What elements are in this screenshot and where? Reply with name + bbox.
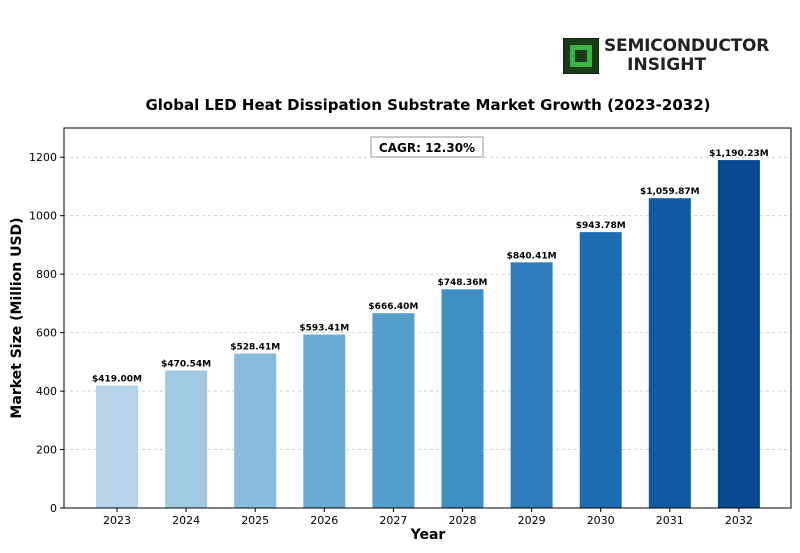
bar-value-label: $1,190.23M [709, 149, 769, 159]
bar [717, 160, 760, 508]
bar-value-label: $1,059.87M [640, 187, 700, 197]
cagr-box-frame [370, 136, 484, 158]
y-tick-label: 400 [36, 385, 57, 398]
bar-value-label: $666.40M [368, 302, 418, 312]
bar-value-label: $943.78M [576, 221, 626, 231]
x-tick-label: 2029 [518, 514, 546, 527]
y-tick-label: 600 [36, 327, 57, 340]
x-axis-label: Year [410, 527, 446, 543]
cagr-box: CAGR: 12.30% [370, 136, 484, 158]
x-tick-label: 2024 [172, 514, 200, 527]
bar [165, 370, 208, 508]
bar-value-label: $748.36M [438, 278, 488, 288]
bar-value-label: $528.41M [230, 343, 280, 353]
y-tick-label: 1000 [29, 210, 57, 223]
bar-value-label: $470.54M [161, 359, 211, 369]
y-tick-label: 200 [36, 444, 57, 457]
bar-value-label: $840.41M [507, 251, 557, 261]
chart-title: Global LED Heat Dissipation Substrate Ma… [145, 96, 710, 114]
x-axis-ticks: 2023 2024 2025 2026 2027 2028 2029 2030 2031 2032 [103, 508, 753, 527]
y-tick-label: 1200 [29, 151, 57, 164]
plot-frame [63, 127, 792, 509]
x-tick-label: 2026 [310, 514, 338, 527]
x-tick-label: 2030 [587, 514, 615, 527]
x-tick-label: 2025 [241, 514, 269, 527]
brand-line2: INSIGHT [627, 55, 707, 75]
bar [648, 198, 691, 509]
chip-icon [563, 38, 599, 74]
bar [579, 232, 622, 508]
y-tick-label: 0 [50, 502, 57, 515]
x-tick-label: 2023 [103, 514, 131, 527]
bar-value-label: $419.00M [92, 375, 142, 385]
y-axis-label: Market Size (Million USD) [9, 217, 25, 418]
bar [510, 262, 553, 508]
bar [441, 289, 484, 508]
bar [303, 334, 346, 508]
y-axis-ticks: 0 200 400 600 800 1000 1200 [29, 151, 64, 515]
x-tick-label: 2032 [725, 514, 753, 527]
bar-value-label: $593.41M [299, 324, 349, 334]
bars [96, 160, 760, 509]
bar [234, 353, 277, 508]
cagr-label: CAGR: 12.30% [379, 141, 475, 155]
y-tick-label: 800 [36, 268, 57, 281]
bar [96, 385, 138, 508]
x-tick-label: 2028 [449, 514, 477, 527]
x-tick-label: 2027 [379, 514, 407, 527]
value-labels: $419.00M $470.54M $528.41M $593.41M $666.40M… [92, 149, 769, 384]
bar [372, 313, 415, 508]
brand-line1: SEMICONDUCTOR [604, 36, 770, 56]
brand-logo: SEMICONDUCTOR INSIGHT [563, 37, 773, 78]
x-tick-label: 2031 [656, 514, 684, 527]
brand-name: SEMICONDUCTOR INSIGHT [604, 37, 769, 75]
